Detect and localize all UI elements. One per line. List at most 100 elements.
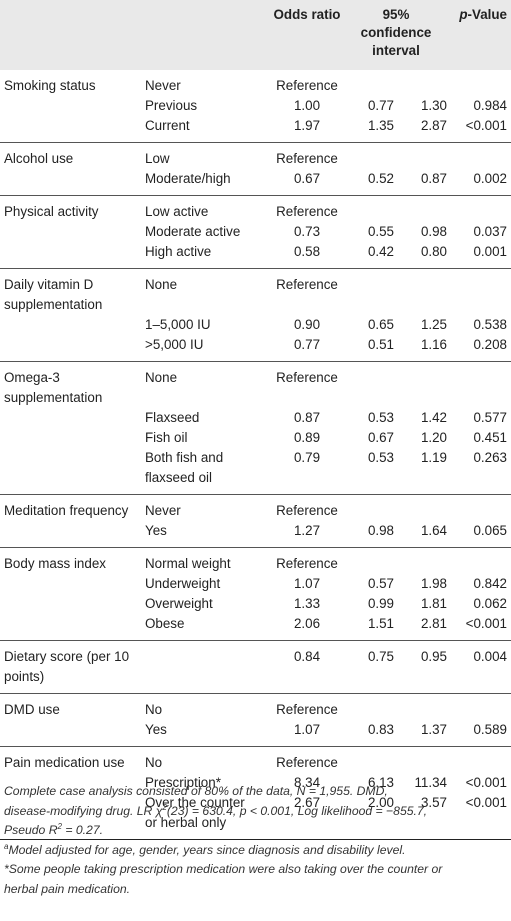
variable-cell: Pain medication use: [4, 755, 125, 770]
p-value-cell: [449, 495, 511, 522]
table-row: High active 0.58 0.42 0.80 0.001: [0, 242, 511, 269]
ci-upper-cell: 1.98: [420, 576, 447, 591]
ci-lower-cell: [343, 747, 396, 774]
ci-lower-cell: [343, 495, 396, 522]
table-footnotes: Complete case analysis consisted of 80% …: [4, 782, 504, 899]
header-blank-2: [143, 0, 271, 70]
odds-ratio-cell: 8.34: [293, 775, 321, 790]
odds-ratio-cell: Reference: [276, 151, 338, 166]
p-value-cell: 0.062: [473, 596, 507, 611]
level-cell: Previous: [145, 98, 198, 113]
variable-cell: [0, 594, 143, 614]
ci-lower-cell: [343, 694, 396, 721]
variable-cell: [0, 116, 143, 143]
table-row: Yes 1.27 0.98 1.64 0.065: [0, 521, 511, 548]
variable-cell: Physical activity: [4, 204, 99, 219]
p-value-cell: [449, 143, 511, 170]
level-cell: Low: [145, 151, 170, 166]
variable-cell: [0, 96, 143, 116]
ci-lower-cell: 2.00: [343, 793, 396, 840]
level-cell: High active: [143, 242, 271, 269]
variable-cell: [0, 448, 143, 495]
odds-ratio-table: Odds ratio 95% confidence interval p-Val…: [0, 0, 511, 840]
ci-lower-cell: [343, 269, 396, 316]
table-row: Alcohol use Low Reference: [0, 143, 511, 170]
odds-ratio-cell: 1.27: [271, 521, 343, 548]
ci-upper-cell: [396, 747, 449, 774]
odds-ratio-cell: 0.58: [271, 242, 343, 269]
odds-ratio-cell: Reference: [276, 78, 338, 93]
table-row: DMD use No Reference: [0, 694, 511, 721]
ci-lower-cell: [343, 70, 396, 96]
ci-lower-cell: 0.65: [367, 317, 394, 332]
ci-lower-cell: 0.42: [343, 242, 396, 269]
table-row: Meditation frequency Never Reference: [0, 495, 511, 522]
ci-upper-cell: 1.16: [396, 335, 449, 362]
ci-lower-cell: [343, 362, 396, 409]
level-cell: Both fish and flaxseed oil: [143, 448, 271, 495]
level-cell: Never: [145, 503, 181, 518]
ci-lower-cell: 0.67: [367, 430, 394, 445]
p-value-cell: 0.538: [473, 317, 507, 332]
ci-lower-cell: 0.52: [343, 169, 396, 196]
ci-lower-cell: 0.75: [343, 640, 396, 694]
p-value-cell: <0.001: [449, 793, 511, 840]
odds-ratio-cell: 1.97: [271, 116, 343, 143]
level-cell: Overweight: [145, 596, 213, 611]
ci-upper-cell: 1.19: [396, 448, 449, 495]
table-row: 1–5,000 IU 0.90 0.65 1.25 0.538: [0, 315, 511, 335]
ci-lower-cell: 1.35: [343, 116, 396, 143]
level-cell: Current: [143, 116, 271, 143]
ci-upper-cell: 1.64: [396, 521, 449, 548]
p-value-cell: 0.037: [473, 224, 507, 239]
p-value-cell: [449, 70, 511, 96]
ci-upper-cell: 0.80: [396, 242, 449, 269]
variable-cell: Alcohol use: [4, 151, 74, 166]
p-value-cell: [449, 196, 511, 223]
odds-ratio-cell: Reference: [276, 370, 338, 385]
table-row: Obese 2.06 1.51 2.81 <0.001: [0, 614, 511, 641]
variable-cell: Omega-3 supplementation: [4, 370, 103, 405]
header-odds-ratio: Odds ratio: [273, 7, 341, 22]
ci-lower-cell: 0.57: [367, 576, 394, 591]
table-row: Underweight 1.07 0.57 1.98 0.842: [0, 574, 511, 594]
p-value-cell: [449, 747, 511, 774]
level-cell: 1–5,000 IU: [145, 317, 211, 332]
ci-upper-cell: [396, 495, 449, 522]
odds-ratio-cell: 0.90: [293, 317, 321, 332]
odds-ratio-cell: Reference: [276, 503, 338, 518]
variable-cell: Meditation frequency: [4, 503, 129, 518]
table-row: Prescription* 8.34 6.13 11.34 <0.001: [0, 773, 511, 793]
p-value-cell: 0.984: [473, 98, 507, 113]
footnote-model-adjustment: aModel adjusted for age, gender, years s…: [4, 841, 406, 857]
p-value-cell: <0.001: [449, 614, 511, 641]
table-body: Smoking status Never Reference Previous 1.00…: [0, 70, 511, 840]
table-row: Fish oil 0.89 0.67 1.20 0.451: [0, 428, 511, 448]
level-cell: Never: [145, 78, 181, 93]
footnote-prescription: *Some people taking prescription medicat…: [4, 862, 443, 896]
table-row: Previous 1.00 0.77 1.30 0.984: [0, 96, 511, 116]
table-row: Both fish and flaxseed oil 0.79 0.53 1.19 0.2…: [0, 448, 511, 495]
ci-lower-cell: 0.99: [367, 596, 394, 611]
level-cell: Yes: [143, 521, 271, 548]
ci-upper-cell: 0.95: [396, 640, 449, 694]
table-row: Yes 1.07 0.83 1.37 0.589: [0, 720, 511, 747]
footnote-summary: Complete case analysis consisted of 80% …: [4, 784, 428, 837]
ci-upper-cell: [396, 143, 449, 170]
table-row: Moderate active 0.73 0.55 0.98 0.037: [0, 222, 511, 242]
level-cell: Fish oil: [145, 430, 188, 445]
variable-cell: [0, 793, 143, 840]
ci-upper-cell: 2.81: [396, 614, 449, 641]
odds-ratio-cell: Reference: [276, 556, 338, 571]
ci-upper-cell: [396, 196, 449, 223]
variable-cell: DMD use: [4, 702, 60, 717]
table-row: Omega-3 supplementation None Reference: [0, 362, 511, 409]
variable-cell: [0, 169, 143, 196]
ci-lower-cell: 0.55: [367, 224, 394, 239]
odds-ratio-cell: Reference: [276, 277, 338, 292]
p-value-cell: 0.208: [449, 335, 511, 362]
p-value-cell: 0.451: [473, 430, 507, 445]
variable-cell: [0, 574, 143, 594]
variable-cell: [0, 428, 143, 448]
odds-ratio-cell: 0.67: [271, 169, 343, 196]
